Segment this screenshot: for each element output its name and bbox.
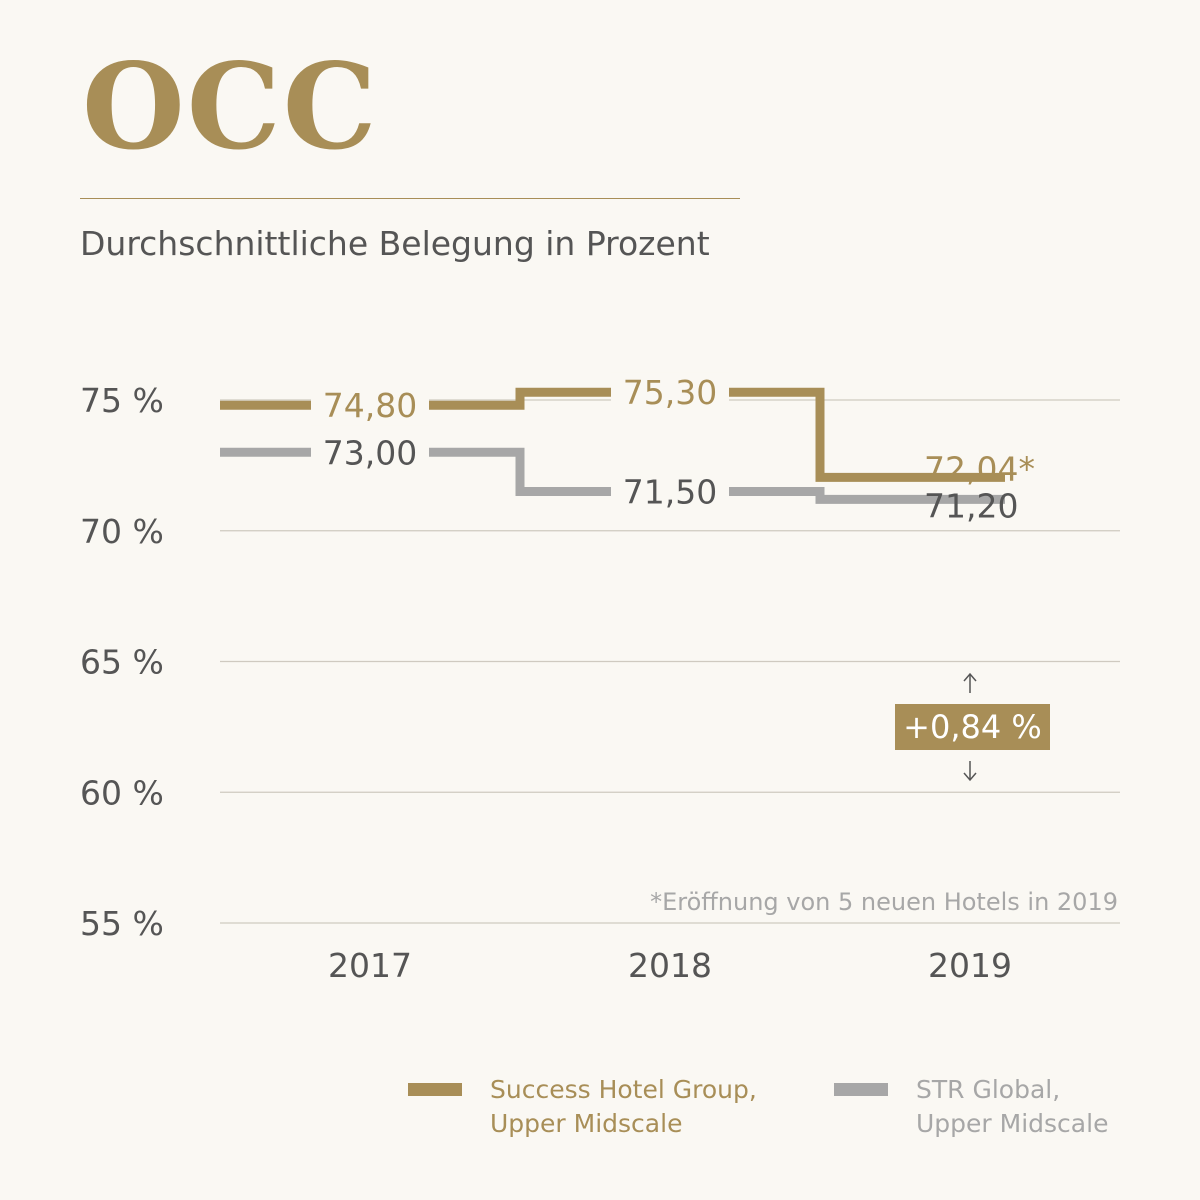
label-gap [611, 471, 729, 512]
legend-label: STR Global, Upper Midscale [916, 1075, 1109, 1138]
arrow-down-head [963, 772, 977, 782]
x-tick-label: 2018 [628, 946, 712, 985]
data-label-str-global: 71,20 [924, 486, 1018, 525]
data-label-str-global: 73,00 [323, 433, 417, 472]
data-labels: 74,80 75,30 72,04* 73,00 71,50 71,20 [311, 372, 1035, 525]
data-label-success-hotel-group: 72,04* [924, 449, 1035, 488]
footnote: *Eröffnung von 5 neuen Hotels in 2019 [650, 888, 1118, 916]
legend-item-str-global: STR Global, Upper Midscale [834, 1073, 1108, 1141]
title-divider [80, 198, 740, 199]
y-tick-label: 60 % [80, 773, 164, 812]
data-label-success-hotel-group: 74,80 [323, 386, 417, 425]
difference-badge [895, 704, 1050, 750]
difference-annotation: +0,84 % [895, 672, 1050, 782]
label-gap [611, 372, 729, 413]
data-label-str-global: 71,50 [623, 473, 717, 512]
difference-badge-label: +0,84 % [903, 708, 1042, 746]
y-axis-ticks: 75 % 70 % 65 % 60 % 55 % [80, 381, 164, 943]
chart-title: OCC [82, 37, 379, 176]
footnote-group: *Eröffnung von 5 neuen Hotels in 2019 [650, 888, 1118, 916]
x-axis-ticks: 2017 2018 2019 [328, 946, 1012, 985]
legend-swatch-gold [408, 1083, 462, 1096]
label-gap [311, 385, 429, 426]
chart-subtitle: Durchschnittliche Belegung in Prozent [80, 224, 710, 263]
y-tick-label: 75 % [80, 381, 164, 420]
x-tick-label: 2017 [328, 946, 412, 985]
legend-item-success-hotel-group: Success Hotel Group, Upper Midscale [408, 1073, 757, 1141]
x-tick-label: 2019 [928, 946, 1012, 985]
arrow-up-head [963, 672, 977, 682]
label-gap [311, 432, 429, 473]
y-tick-label: 55 % [80, 904, 164, 943]
data-label-success-hotel-group: 75,30 [623, 373, 717, 412]
y-tick-label: 65 % [80, 643, 164, 682]
legend-swatch-gray [834, 1083, 888, 1096]
y-tick-label: 70 % [80, 512, 164, 551]
legend-label: Success Hotel Group, Upper Midscale [490, 1075, 757, 1138]
